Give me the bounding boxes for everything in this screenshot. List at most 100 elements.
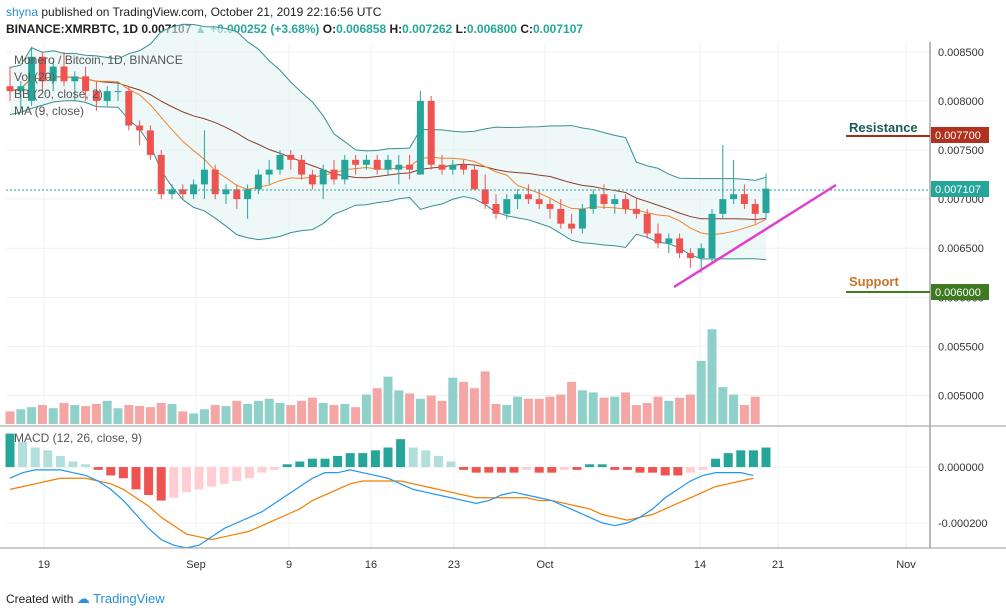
volume-bar <box>221 406 231 424</box>
volume-bar <box>37 405 47 424</box>
candle-body <box>82 76 90 92</box>
macd-hist-bar <box>270 467 280 470</box>
candle-body <box>287 154 295 160</box>
volume-bar <box>16 409 26 424</box>
created-with-text: Created with <box>6 592 74 606</box>
volume-bar <box>145 407 155 424</box>
resistance-label: Resistance <box>849 120 918 135</box>
candle-body <box>157 154 165 195</box>
candle-body <box>416 100 424 175</box>
publish-line: shyna published on TradingView.com, Octo… <box>6 5 381 19</box>
volume-bar <box>91 404 101 424</box>
volume-bar <box>437 400 447 424</box>
tradingview-logo-icon[interactable]: ☁ <box>76 591 90 606</box>
footer: Created with ☁ TradingView <box>6 591 165 607</box>
macd-hist-bar <box>93 467 103 470</box>
macd-hist-bar <box>748 450 758 468</box>
macd-pane <box>5 433 771 549</box>
candle-body <box>200 169 208 185</box>
x-tick-label: Sep <box>186 559 206 571</box>
volume-bar <box>675 397 685 424</box>
volume-bar <box>556 394 566 424</box>
y-tick-label: 0.007000 <box>938 194 984 206</box>
volume-bar <box>513 396 523 424</box>
volume-bar <box>588 392 598 424</box>
candle-body <box>492 204 500 214</box>
candle-body <box>719 199 727 214</box>
author-name[interactable]: shyna <box>6 5 39 19</box>
candle-body <box>298 159 306 175</box>
macd-hist-bar <box>433 455 443 468</box>
volume-bar <box>232 400 242 424</box>
open-label: O: <box>322 22 337 36</box>
volume-bar <box>189 413 199 424</box>
macd-hist-bar <box>547 467 557 473</box>
macd-hist-bar <box>736 450 746 468</box>
legend-ma: MA (9, close) <box>14 104 84 118</box>
macd-hist-bar <box>685 467 695 473</box>
volume-bar <box>275 402 285 424</box>
volume-bar <box>351 407 361 424</box>
volume-bar <box>264 398 274 424</box>
bollinger-band <box>9 23 767 261</box>
candle-body <box>676 238 684 254</box>
macd-hist-bar <box>723 453 733 468</box>
volume-bar <box>340 404 350 424</box>
candle-body <box>449 164 457 170</box>
volume-bar <box>750 396 760 424</box>
candle-body <box>308 174 316 185</box>
macd-hist-bar <box>144 467 154 495</box>
low-label: L: <box>455 22 467 36</box>
x-tick-label: 23 <box>448 559 460 571</box>
brand-name[interactable]: TradingView <box>93 591 165 606</box>
volume-bar <box>81 406 91 424</box>
candle-body <box>28 56 36 101</box>
macd-hist-bar <box>522 467 532 470</box>
candle-body <box>632 208 640 214</box>
macd-hist-bar <box>572 467 582 470</box>
x-tick-label: 19 <box>38 559 50 571</box>
candle-body <box>460 164 468 170</box>
macd-hist-bar <box>156 467 166 501</box>
volume-bar <box>307 397 317 424</box>
candle-body <box>406 164 414 170</box>
volume-bar <box>523 398 533 424</box>
candle-body <box>697 248 705 259</box>
volume-bar <box>685 394 695 424</box>
macd-hist-bar <box>43 450 53 468</box>
candle-body <box>395 164 403 170</box>
macd-hist-bar <box>18 441 28 468</box>
candle-body <box>92 91 100 101</box>
close-label: C: <box>520 22 533 36</box>
volume-bar <box>199 409 209 424</box>
volume-bar <box>567 381 577 424</box>
candle-body <box>578 208 586 229</box>
macd-y-tick-label: -0.000200 <box>938 518 988 530</box>
volume-bar <box>577 390 587 424</box>
volume-bar <box>361 394 371 424</box>
bb-basis-line <box>9 75 767 221</box>
macd-hist-bar <box>5 433 15 468</box>
published-text: published on TradingView.com, October 21… <box>41 5 382 19</box>
macd-hist-bar <box>295 461 305 468</box>
candle-body <box>17 86 25 92</box>
volume-bar <box>243 404 253 424</box>
symbol-label: BINANCE:XMRBTC, 1D <box>6 22 138 36</box>
volume-bar <box>135 406 145 424</box>
candle-body <box>643 213 651 234</box>
candle-body <box>60 66 68 82</box>
macd-hist-bar <box>383 447 393 468</box>
resistance-badge <box>931 127 989 143</box>
x-tick-label: 16 <box>365 559 377 571</box>
volume-bar <box>372 388 382 424</box>
candle-body <box>514 194 522 200</box>
candle-body <box>352 159 360 165</box>
macd-hist-bar <box>484 467 494 473</box>
open-value: 0.006858 <box>336 22 387 36</box>
volume-bar <box>664 400 674 424</box>
volume-bar <box>405 393 415 424</box>
candle-body <box>589 194 597 209</box>
macd-hist-bar <box>333 455 343 468</box>
candle-body <box>708 213 716 259</box>
